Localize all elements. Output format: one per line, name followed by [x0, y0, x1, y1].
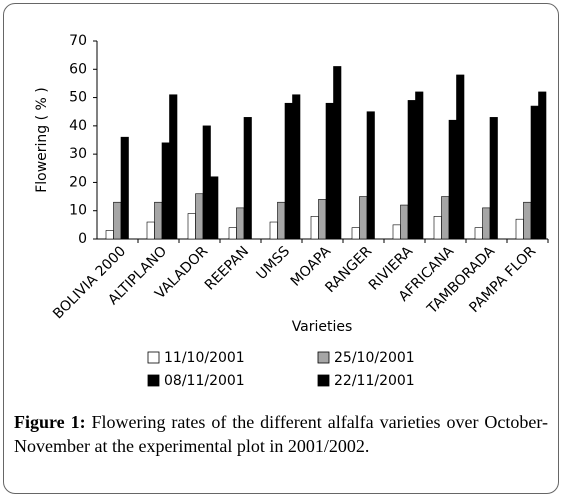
caption-label: Figure 1: [14, 412, 86, 432]
legend-label: 08/11/2001 [164, 373, 245, 389]
bar [277, 201, 286, 240]
frame [3, 3, 559, 494]
bar [392, 224, 401, 240]
bar [161, 142, 170, 240]
caption: Figure 1: Flowering rates of the differe… [14, 410, 548, 458]
y-tick-label: 60 [69, 61, 87, 77]
x-tick-label: UMSS [253, 243, 293, 283]
x-tick-label: REEPAN [202, 243, 252, 293]
bar [146, 221, 155, 240]
bar [538, 91, 547, 240]
bar [441, 196, 450, 240]
bar [474, 227, 483, 240]
bar [415, 91, 424, 240]
bar [310, 216, 319, 240]
y-tick-label: 10 [69, 203, 87, 219]
legend-label: 22/11/2001 [334, 373, 415, 389]
legend-label: 11/10/2001 [164, 350, 245, 366]
bar [433, 216, 442, 240]
x-tick-label: BOLIVIA 2000 [50, 243, 129, 322]
y-tick-label: 40 [69, 118, 87, 134]
y-tick-label: 0 [78, 231, 87, 247]
bar [325, 102, 334, 240]
chart: Flowering ( % ) Varieties 0 10 20 30 40 50 60 7… [34, 33, 549, 389]
legend-label: 25/10/2001 [334, 350, 415, 366]
legend-swatch [147, 351, 160, 364]
bar [202, 125, 211, 240]
bar [448, 119, 457, 240]
bar [154, 201, 163, 240]
bar [523, 201, 532, 240]
y-tick-label: 20 [69, 174, 87, 190]
bar [489, 117, 498, 240]
bar [228, 227, 237, 240]
bar [482, 207, 491, 240]
bar [187, 213, 196, 240]
bar [105, 230, 114, 240]
bar [284, 102, 293, 240]
bar [292, 94, 301, 240]
y-tick-label: 30 [69, 146, 87, 162]
bar [120, 136, 129, 240]
legend-swatch [317, 351, 330, 364]
bar [169, 94, 178, 240]
bar [210, 176, 219, 240]
bar [195, 193, 204, 240]
y-tick-label: 50 [69, 90, 87, 106]
y-tick-label: 70 [69, 33, 87, 49]
bar [243, 117, 252, 240]
bar [366, 111, 375, 240]
bar [236, 207, 245, 240]
legend-swatch [317, 374, 330, 387]
caption-text: Flowering rates of the different alfalfa… [14, 412, 548, 456]
bar [318, 199, 327, 240]
bar [515, 218, 524, 240]
bar [333, 66, 342, 240]
bar [113, 201, 122, 240]
bar [400, 204, 409, 240]
bar [269, 221, 278, 240]
bar [407, 100, 416, 240]
bar [456, 74, 465, 240]
bar [530, 105, 539, 240]
bar [359, 196, 368, 240]
y-axis-label: Flowering ( % ) [34, 87, 50, 193]
x-axis-label: Varieties [292, 319, 353, 335]
bar [351, 227, 360, 240]
legend-swatch [147, 374, 160, 387]
